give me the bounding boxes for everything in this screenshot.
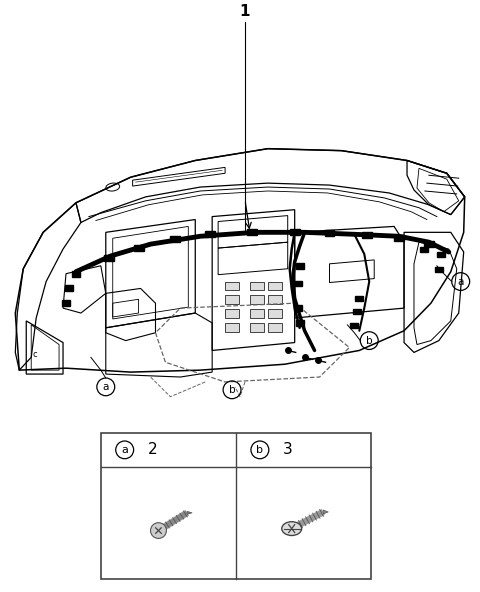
Bar (101, 433, 371, 579)
Bar (353, 309, 361, 314)
Bar (133, 245, 144, 251)
Bar (435, 267, 443, 272)
Bar (296, 263, 304, 269)
Circle shape (151, 523, 167, 539)
Bar (225, 323, 239, 332)
Bar (394, 235, 404, 241)
Bar (424, 241, 434, 247)
Bar (268, 295, 282, 304)
Bar (225, 295, 239, 304)
Ellipse shape (282, 522, 301, 536)
Bar (72, 271, 80, 276)
Bar (350, 323, 358, 328)
Text: 1: 1 (240, 4, 250, 19)
Bar (296, 320, 304, 326)
Bar (250, 309, 264, 318)
Bar (65, 285, 73, 291)
Bar (268, 323, 282, 332)
Bar (290, 229, 300, 235)
Bar (247, 229, 257, 235)
Bar (104, 255, 114, 261)
Bar (250, 323, 264, 332)
Bar (225, 309, 239, 318)
Bar (324, 230, 335, 236)
Text: a: a (457, 276, 464, 287)
Bar (225, 282, 239, 291)
Bar (420, 247, 428, 252)
Text: c: c (33, 350, 37, 359)
Bar (437, 252, 445, 257)
Bar (268, 282, 282, 291)
Text: 3: 3 (283, 442, 293, 458)
Text: a: a (103, 382, 109, 392)
Text: a: a (121, 445, 128, 455)
Text: b: b (366, 336, 372, 346)
Bar (250, 282, 264, 291)
Bar (205, 231, 215, 237)
Bar (170, 236, 180, 242)
Bar (294, 281, 301, 287)
Bar (362, 232, 372, 238)
Text: 2: 2 (148, 442, 157, 458)
Bar (268, 309, 282, 318)
Polygon shape (187, 511, 192, 514)
Bar (294, 305, 301, 311)
Polygon shape (324, 510, 328, 514)
Text: b: b (256, 445, 264, 455)
Bar (355, 297, 363, 301)
Text: b: b (229, 385, 235, 395)
Bar (62, 300, 70, 306)
Bar (250, 295, 264, 304)
